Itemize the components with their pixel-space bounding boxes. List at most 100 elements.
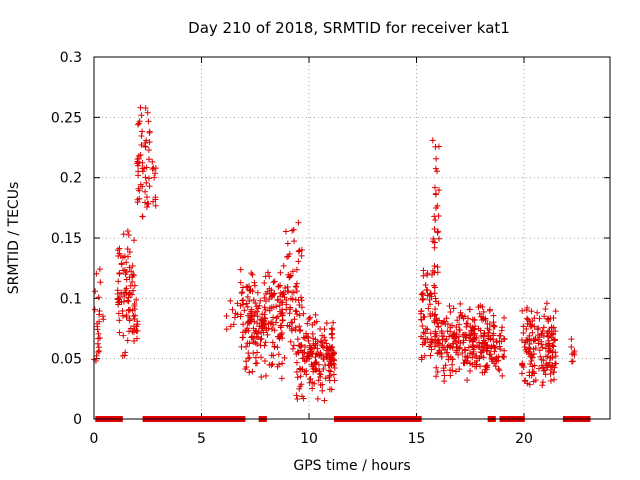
data-point — [431, 226, 438, 233]
data-point — [96, 266, 103, 273]
data-point — [288, 327, 295, 334]
data-point — [530, 368, 537, 375]
data-point — [547, 377, 554, 384]
data-point — [240, 321, 247, 328]
data-point — [279, 360, 286, 367]
data-point — [134, 196, 141, 203]
data-point — [424, 326, 431, 333]
data-point — [569, 358, 576, 365]
data-point — [324, 347, 331, 354]
data-point — [319, 332, 326, 339]
data-point — [443, 315, 450, 322]
data-point — [96, 307, 103, 314]
data-point — [265, 325, 272, 332]
data-point — [456, 321, 463, 328]
data-point — [303, 371, 310, 378]
data-point — [230, 321, 237, 328]
data-point — [460, 337, 467, 344]
data-point — [283, 306, 290, 313]
data-point — [306, 315, 313, 322]
data-point — [264, 269, 271, 276]
data-point — [529, 354, 536, 361]
data-point — [431, 184, 438, 191]
data-point — [446, 303, 453, 310]
data-point — [292, 283, 299, 290]
data-point — [467, 367, 474, 374]
data-point — [271, 290, 278, 297]
data-point — [300, 334, 307, 341]
data-point — [290, 226, 297, 233]
data-point — [490, 330, 497, 337]
data-point — [492, 363, 499, 370]
data-point — [264, 288, 271, 295]
data-point — [257, 354, 264, 361]
data-point — [552, 353, 559, 360]
data-point — [292, 324, 299, 331]
data-point — [119, 352, 126, 359]
data-point — [435, 228, 442, 235]
data-point — [461, 313, 468, 320]
data-point — [454, 317, 461, 324]
y-axis-label: SRMTID / TECUs — [6, 182, 22, 295]
data-point — [440, 333, 447, 340]
data-point — [279, 299, 286, 306]
data-point — [293, 308, 300, 315]
data-point — [271, 343, 278, 350]
data-point — [531, 350, 538, 357]
data-point — [441, 318, 448, 325]
data-point — [309, 363, 316, 370]
data-point — [243, 283, 250, 290]
data-point — [114, 246, 121, 253]
data-point — [495, 353, 502, 360]
data-point — [466, 306, 473, 313]
data-point — [431, 244, 438, 251]
data-point — [283, 253, 290, 260]
data-point — [421, 352, 428, 359]
data-point — [519, 370, 526, 377]
data-point — [135, 185, 142, 192]
data-point — [463, 334, 470, 341]
data-point — [423, 325, 430, 332]
data-point — [307, 344, 314, 351]
data-point — [310, 335, 317, 342]
data-point — [501, 336, 508, 343]
data-point — [529, 363, 536, 370]
data-point — [490, 322, 497, 329]
data-point — [152, 196, 159, 203]
data-point — [540, 364, 547, 371]
data-point — [234, 300, 241, 307]
data-point — [427, 352, 434, 359]
data-point — [95, 348, 102, 355]
data-point — [126, 264, 133, 271]
data-point — [314, 345, 321, 352]
data-point — [262, 339, 269, 346]
data-point — [251, 279, 258, 286]
data-point — [568, 336, 575, 343]
data-point — [259, 318, 266, 325]
data-point — [457, 300, 464, 307]
data-point — [483, 366, 490, 373]
data-point — [123, 268, 130, 275]
data-point — [293, 288, 300, 295]
data-point — [116, 299, 123, 306]
data-point — [116, 245, 123, 252]
data-point — [425, 305, 432, 312]
data-point — [254, 289, 261, 296]
data-point — [488, 356, 495, 363]
data-point — [115, 278, 122, 285]
data-point — [487, 335, 494, 342]
data-point — [239, 334, 246, 341]
data-point — [277, 324, 284, 331]
data-point — [123, 276, 130, 283]
data-point — [499, 372, 506, 379]
data-point — [135, 120, 142, 127]
data-point — [315, 377, 322, 384]
data-point — [433, 364, 440, 371]
data-point — [279, 335, 286, 342]
data-point — [249, 368, 256, 375]
data-point — [287, 304, 294, 311]
data-point — [129, 262, 136, 269]
data-point — [268, 294, 275, 301]
data-point — [424, 336, 431, 343]
data-point — [436, 235, 443, 242]
